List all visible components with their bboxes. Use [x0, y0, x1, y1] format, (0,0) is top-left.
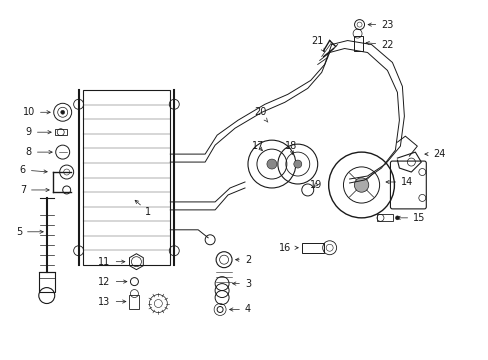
Text: 3: 3 — [232, 279, 250, 289]
Text: 15: 15 — [396, 213, 425, 223]
Text: 8: 8 — [26, 147, 52, 157]
Text: 11: 11 — [98, 257, 124, 267]
Text: 21: 21 — [311, 36, 324, 52]
Text: 20: 20 — [253, 107, 267, 122]
Text: 10: 10 — [22, 107, 50, 117]
Circle shape — [266, 159, 276, 169]
Bar — [377, 214, 393, 221]
Circle shape — [293, 160, 301, 168]
Text: 6: 6 — [20, 165, 47, 175]
Text: 2: 2 — [235, 255, 251, 265]
Text: 17: 17 — [251, 141, 264, 151]
Text: 22: 22 — [366, 40, 393, 50]
Text: 18: 18 — [284, 141, 296, 154]
Text: 5: 5 — [16, 227, 43, 237]
Bar — [55, 129, 66, 135]
Text: 19: 19 — [309, 180, 321, 190]
Text: 1: 1 — [135, 200, 151, 217]
Text: 4: 4 — [229, 305, 250, 315]
Bar — [301, 243, 323, 253]
Circle shape — [395, 216, 399, 220]
Text: 23: 23 — [367, 19, 393, 30]
Text: 13: 13 — [98, 297, 125, 306]
Bar — [129, 294, 139, 309]
Bar — [82, 90, 170, 265]
Text: 16: 16 — [278, 243, 298, 253]
Text: 7: 7 — [20, 185, 49, 195]
Text: 12: 12 — [98, 276, 126, 287]
Text: 9: 9 — [26, 127, 51, 137]
Bar — [353, 36, 362, 50]
Text: 14: 14 — [385, 177, 413, 187]
Bar — [39, 272, 55, 292]
Circle shape — [61, 110, 64, 114]
Text: 24: 24 — [424, 149, 445, 159]
Circle shape — [354, 178, 368, 192]
